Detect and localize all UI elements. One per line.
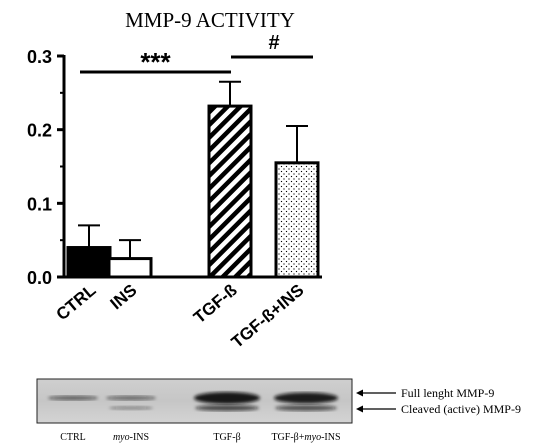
- bars: [66, 80, 320, 279]
- y-tick-label: 0.1: [27, 194, 52, 214]
- y-tick-label: 0.2: [27, 121, 52, 141]
- blot-lane-label-part: TGF-β+: [271, 432, 304, 443]
- blot-lane-label: TGF-β: [213, 432, 240, 443]
- blot-lane-label-part: myo: [304, 432, 321, 443]
- blot-lane-label-part: -INS: [321, 432, 340, 443]
- blot-bands: [48, 392, 338, 411]
- x-tick-label: INS: [107, 281, 141, 314]
- band-label: Cleaved (active) MMP-9: [401, 402, 521, 416]
- x-tick-label: CTRL: [53, 281, 100, 325]
- blot-lane-label: CTRL: [60, 432, 86, 443]
- blot-band-upper: [48, 395, 98, 401]
- blot-band-labels: Full lenght MMP-9 Cleaved (active) MMP-9: [356, 386, 521, 416]
- y-tick-label: 0.3: [27, 47, 52, 67]
- x-tick-label: TGF-ß+INS: [228, 281, 308, 352]
- blot-band-upper: [194, 392, 260, 404]
- blot-band-lower: [195, 405, 259, 411]
- bar-3: [207, 104, 253, 279]
- blot-band-upper: [274, 392, 338, 404]
- band-label: Full lenght MMP-9: [401, 386, 494, 400]
- blot-lane-label: TGF-β+myo-INS: [271, 432, 340, 443]
- blot-lane-label-part: CTRL: [60, 432, 86, 443]
- x-tick-label: TGF-ß: [190, 281, 241, 328]
- y-tick-label: 0.0: [27, 268, 52, 288]
- blot-lane-label-part: myo: [113, 432, 130, 443]
- significance-annotations: *** #: [80, 32, 313, 77]
- blot-band-lower: [109, 406, 153, 410]
- blot-lane-labels: CTRL myo-INS TGF-β TGF-β+myo-INS: [60, 432, 340, 443]
- western-blot: CTRL myo-INS TGF-β TGF-β+myo-INS Full lengh…: [36, 378, 521, 443]
- significance-label: #: [268, 32, 279, 54]
- bar-2: [107, 257, 153, 279]
- bar-4: [274, 161, 320, 279]
- band-arrow-head: [356, 389, 363, 397]
- chart-title: MMP-9 ACTIVITY: [125, 8, 295, 32]
- blot-band-lower: [275, 405, 337, 411]
- band-arrow-head: [356, 405, 363, 413]
- blot-band-upper: [106, 395, 156, 401]
- blot-lane-label: myo-INS: [113, 432, 149, 443]
- blot-lane-label-part: -INS: [130, 432, 149, 443]
- bar-1: [66, 246, 112, 279]
- blot-lane-label-part: TGF-β: [213, 432, 240, 443]
- significance-label: ***: [140, 47, 171, 77]
